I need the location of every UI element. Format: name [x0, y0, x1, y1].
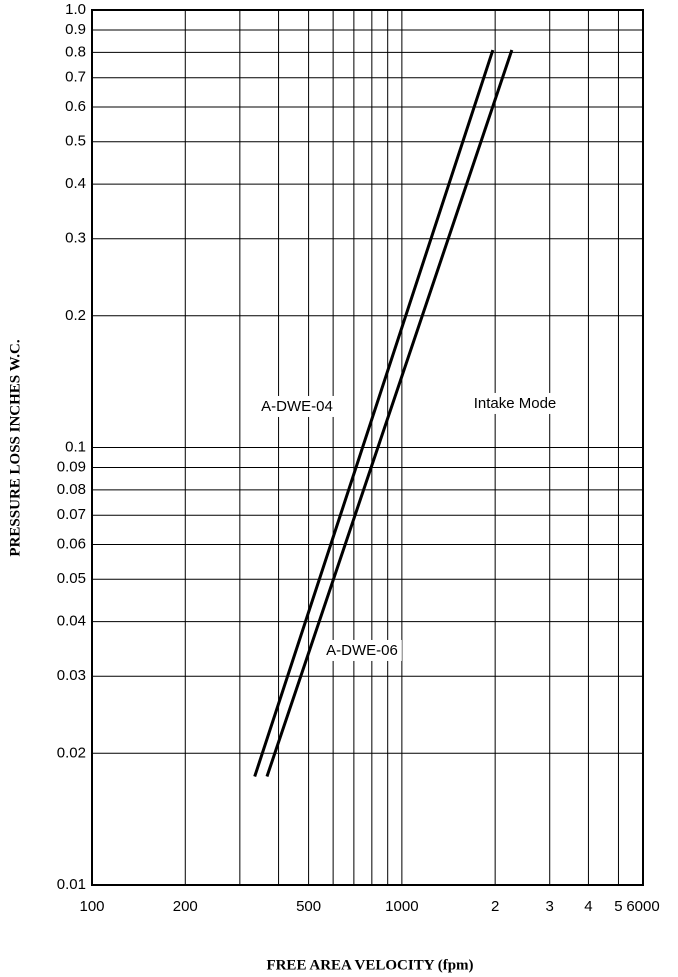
y-tick-label: 0.5	[65, 133, 86, 150]
plot-frame	[91, 9, 644, 886]
series-line	[265, 49, 514, 777]
y-tick-label: 0.6	[65, 98, 86, 115]
series-label: A-DWE-06	[326, 642, 398, 659]
x-tick-label: 5	[614, 898, 622, 915]
y-tick-label: 0.06	[57, 536, 86, 553]
series-label-bg	[322, 639, 402, 661]
y-tick-label: 0.1	[65, 438, 86, 455]
annotation: Intake Mode	[474, 395, 557, 412]
x-tick-label: 500	[296, 898, 321, 915]
x-tick-label: 100	[79, 898, 104, 915]
y-tick-label: 0.03	[57, 667, 86, 684]
series-label: A-DWE-04	[261, 398, 333, 415]
x-tick-label: 1000	[385, 898, 418, 915]
y-tick-label: 0.4	[65, 175, 86, 192]
series-line	[253, 49, 495, 777]
y-tick-label: 0.01	[57, 876, 86, 893]
annotation-bg	[469, 392, 561, 414]
x-axis-title: FREE AREA VELOCITY (fpm)	[266, 957, 473, 973]
y-tick-label: 0.8	[65, 43, 86, 60]
y-tick-label: 0.07	[57, 506, 86, 523]
y-tick-label: 0.7	[65, 69, 86, 86]
y-tick-label: 0.05	[57, 570, 86, 587]
y-tick-label: 0.9	[65, 21, 86, 38]
y-tick-label: 0.04	[57, 613, 86, 630]
y-tick-label: 0.3	[65, 230, 86, 247]
y-tick-label: 0.09	[57, 458, 86, 475]
y-tick-label: 0.08	[57, 481, 86, 498]
x-tick-label: 4	[584, 898, 592, 915]
series-label-bg	[257, 395, 337, 417]
y-tick-label: 1.0	[65, 1, 86, 18]
y-axis-title: PRESSURE LOSS INCHES W.C.	[7, 339, 23, 556]
x-tick-label: 6000	[626, 898, 659, 915]
x-tick-label: 2	[491, 898, 499, 915]
y-tick-label: 0.02	[57, 744, 86, 761]
y-tick-label: 0.2	[65, 307, 86, 324]
x-tick-label: 200	[173, 898, 198, 915]
x-tick-label: 3	[546, 898, 554, 915]
